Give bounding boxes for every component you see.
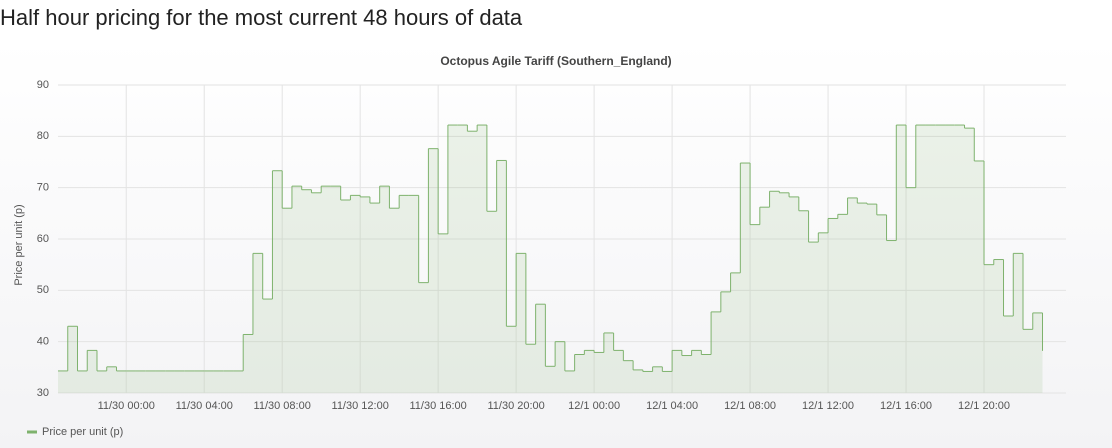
panel-background [0, 40, 1112, 448]
y-tick-label: 70 [37, 182, 49, 194]
x-tick-label: 11/30 16:00 [410, 400, 467, 412]
y-tick-label: 90 [37, 79, 49, 91]
x-tick-label: 12/1 08:00 [724, 400, 776, 412]
y-tick-label: 50 [37, 284, 49, 296]
x-tick-label: 11/30 00:00 [98, 400, 155, 412]
x-tick-label: 11/30 12:00 [332, 400, 389, 412]
x-tick-label: 11/30 20:00 [487, 400, 544, 412]
y-tick-label: 80 [37, 130, 49, 142]
x-tick-label: 12/1 12:00 [802, 400, 854, 412]
x-tick-label: 12/1 00:00 [568, 400, 620, 412]
area-fill [58, 125, 1043, 393]
y-tick-label: 30 [37, 387, 49, 399]
y-tick-label: 60 [37, 233, 49, 245]
chart-title: Octopus Agile Tariff (Southern_England) [440, 54, 671, 68]
x-tick-label: 12/1 04:00 [646, 400, 698, 412]
y-tick-label: 40 [37, 336, 49, 348]
x-tick-label: 12/1 16:00 [880, 400, 932, 412]
x-tick-label: 11/30 08:00 [254, 400, 311, 412]
y-axis-label: Price per unit (p) [13, 204, 25, 285]
x-tick-label: 11/30 04:00 [176, 400, 233, 412]
x-tick-label: 12/1 20:00 [958, 400, 1010, 412]
legend-label: Price per unit (p) [42, 426, 123, 438]
page-title: Half hour pricing for the most current 4… [0, 5, 523, 30]
